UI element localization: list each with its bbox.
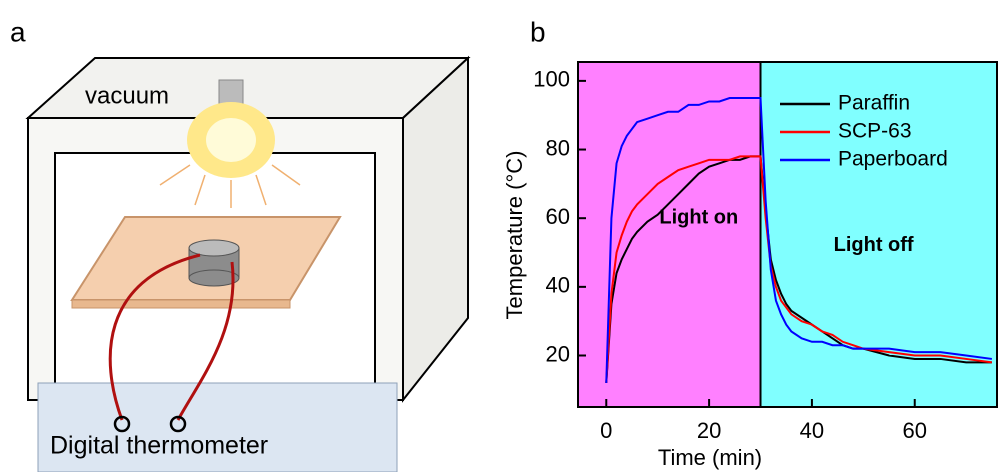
y-tick-label: 80: [546, 135, 570, 160]
light-on-region: [578, 62, 761, 407]
chart: Light on Light off Paraffin SCP-63 Paperboar…: [533, 61, 998, 443]
thermometer-label: Digital thermometer: [50, 432, 268, 460]
legend-label: SCP-63: [838, 120, 912, 143]
y-tick-label: 20: [546, 341, 570, 366]
x-tick-label: 40: [800, 418, 824, 443]
region-label: Light off: [834, 234, 914, 256]
series-line: [605, 97, 992, 384]
x-tick-label: 20: [697, 418, 721, 443]
terminal: [113, 415, 131, 433]
x-tick-label: 60: [903, 418, 927, 443]
y-tick-label: 100: [533, 67, 570, 92]
legend-label: Paperboard: [838, 148, 948, 171]
x-tick-label: 0: [600, 418, 612, 443]
legend-label: Paraffin: [838, 92, 910, 115]
series-line: [605, 155, 992, 384]
panel-label: a: [10, 16, 26, 47]
terminal: [169, 415, 187, 433]
vacuum-label: vacuum: [85, 82, 169, 109]
plot-frame: [577, 61, 998, 408]
y-tick-label: 60: [546, 204, 570, 229]
y-tick-label: 40: [546, 273, 570, 298]
panel-label: b: [530, 16, 546, 47]
plate: [70, 216, 342, 309]
wires: [108, 253, 235, 421]
lamp: [159, 79, 301, 208]
thermometer: [37, 382, 398, 472]
y-axis-label: Temperature (°C): [502, 151, 527, 320]
x-axis-label: Time (min): [658, 445, 762, 470]
region-label: Light on: [659, 206, 738, 228]
